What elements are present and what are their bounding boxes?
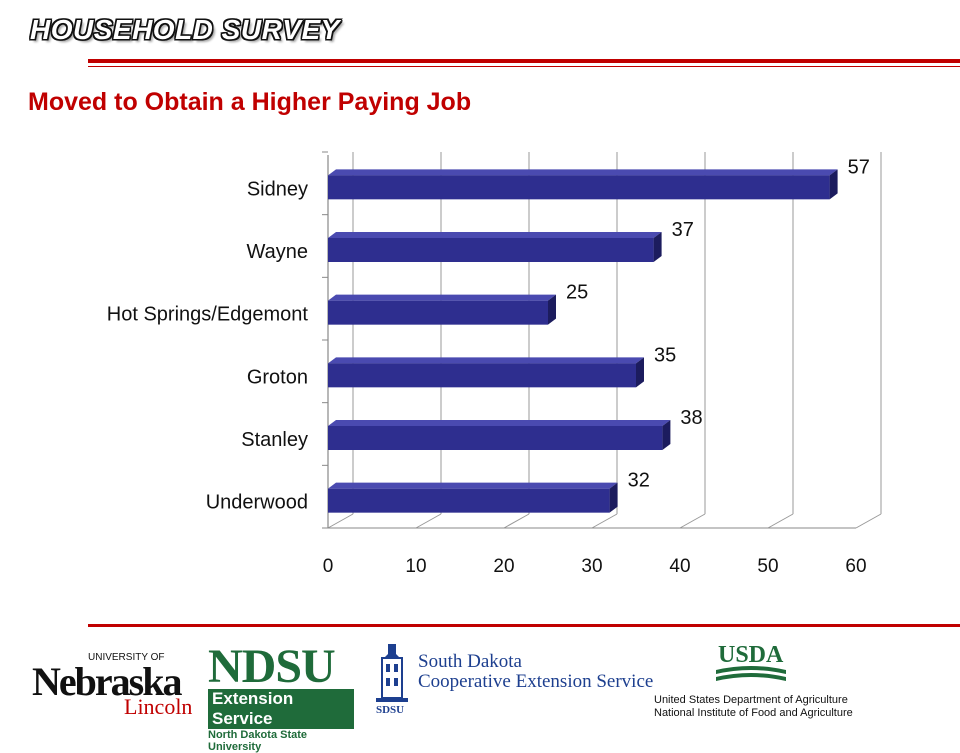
x-tick-label: 40: [669, 556, 690, 577]
floor-line-30: [591, 513, 618, 529]
ndsu-unit: Extension Service: [208, 689, 354, 729]
floor-line-10: [415, 513, 442, 529]
bar-top-5: [328, 482, 618, 489]
bar-side-0: [829, 169, 838, 200]
floor-line-60: [855, 513, 882, 529]
bar-side-1: [653, 232, 662, 262]
floor-line-50: [767, 513, 794, 529]
bar-top-0: [328, 169, 838, 176]
x-tick-label: 10: [405, 556, 426, 577]
data-label: 25: [566, 282, 588, 304]
chart-title: Moved to Obtain a Higher Paying Job: [28, 88, 472, 116]
bar-0: [328, 175, 830, 200]
usda-line1: United States Department of Agriculture: [654, 694, 848, 706]
category-label: Groton: [247, 366, 308, 388]
bar-side-5: [609, 482, 618, 513]
bar-5: [328, 488, 610, 513]
bar-top-3: [328, 357, 644, 364]
category-label: Underwood: [206, 492, 308, 514]
bar-3: [328, 363, 636, 388]
bar-4: [328, 426, 663, 450]
ndsu-name: NDSU: [208, 640, 336, 693]
usda-name: USDA: [718, 642, 784, 668]
bar-top-4: [328, 420, 671, 426]
category-label: Sidney: [247, 178, 308, 200]
usda-mark-icon: USDA: [716, 642, 786, 681]
sdsu-building-icon: [376, 644, 408, 702]
nebraska-campus: Lincoln: [124, 694, 193, 719]
bar-side-2: [548, 294, 556, 325]
floor-line-0: [327, 513, 354, 529]
bar-top-1: [328, 232, 662, 238]
x-tick-label: 20: [493, 556, 514, 577]
bar-side-4: [662, 420, 671, 450]
usda-logo: USDA United States Department of Agricul…: [654, 640, 854, 720]
x-tick-label: 60: [845, 556, 866, 577]
category-label: Stanley: [241, 429, 308, 451]
footer-rule: [88, 624, 960, 627]
category-label: Hot Springs/Edgemont: [107, 304, 309, 326]
sdsu-line2: Cooperative Extension Service: [418, 671, 654, 692]
usda-line2: National Institute of Food and Agricultu…: [654, 707, 853, 719]
header-rule-thin: [88, 66, 960, 67]
ndsu-logo: NDSU Extension Service North Dakota Stat…: [208, 640, 354, 753]
bar-1: [328, 238, 654, 262]
bar-side-3: [636, 357, 644, 388]
bar-2: [328, 300, 548, 325]
sdsu-mark: SDSU: [376, 704, 405, 716]
nebraska-name: Nebraska: [32, 659, 182, 704]
sdsu-line1: South Dakota: [418, 651, 522, 672]
data-label: 38: [680, 407, 702, 429]
header-rule: [88, 59, 960, 63]
floor-line-40: [679, 513, 706, 529]
x-tick-label: 30: [581, 556, 602, 577]
sdsu-logo: SDSU South Dakota Cooperative Extension …: [374, 642, 664, 720]
nebraska-university-label: UNIVERSITY OF: [88, 652, 165, 663]
x-tick-label: 0: [323, 556, 334, 577]
nebraska-logo: UNIVERSITY OF Nebraska Lincoln: [32, 652, 202, 719]
x-tick-label: 50: [757, 556, 778, 577]
data-label: 37: [672, 219, 694, 241]
category-label: Wayne: [246, 241, 308, 263]
data-label: 57: [848, 156, 870, 178]
header-title: HOUSEHOLD SURVEY: [30, 14, 340, 45]
floor-line-20: [503, 513, 530, 529]
ndsu-university: North Dakota State University: [208, 729, 308, 753]
data-label: 35: [654, 344, 676, 366]
bar-chart: 0 10 20 30 40 50 60 Sidney 57 Wayne 37 Hot Springs/…: [107, 151, 882, 577]
data-label: 32: [628, 470, 650, 492]
bar-top-2: [328, 294, 556, 301]
